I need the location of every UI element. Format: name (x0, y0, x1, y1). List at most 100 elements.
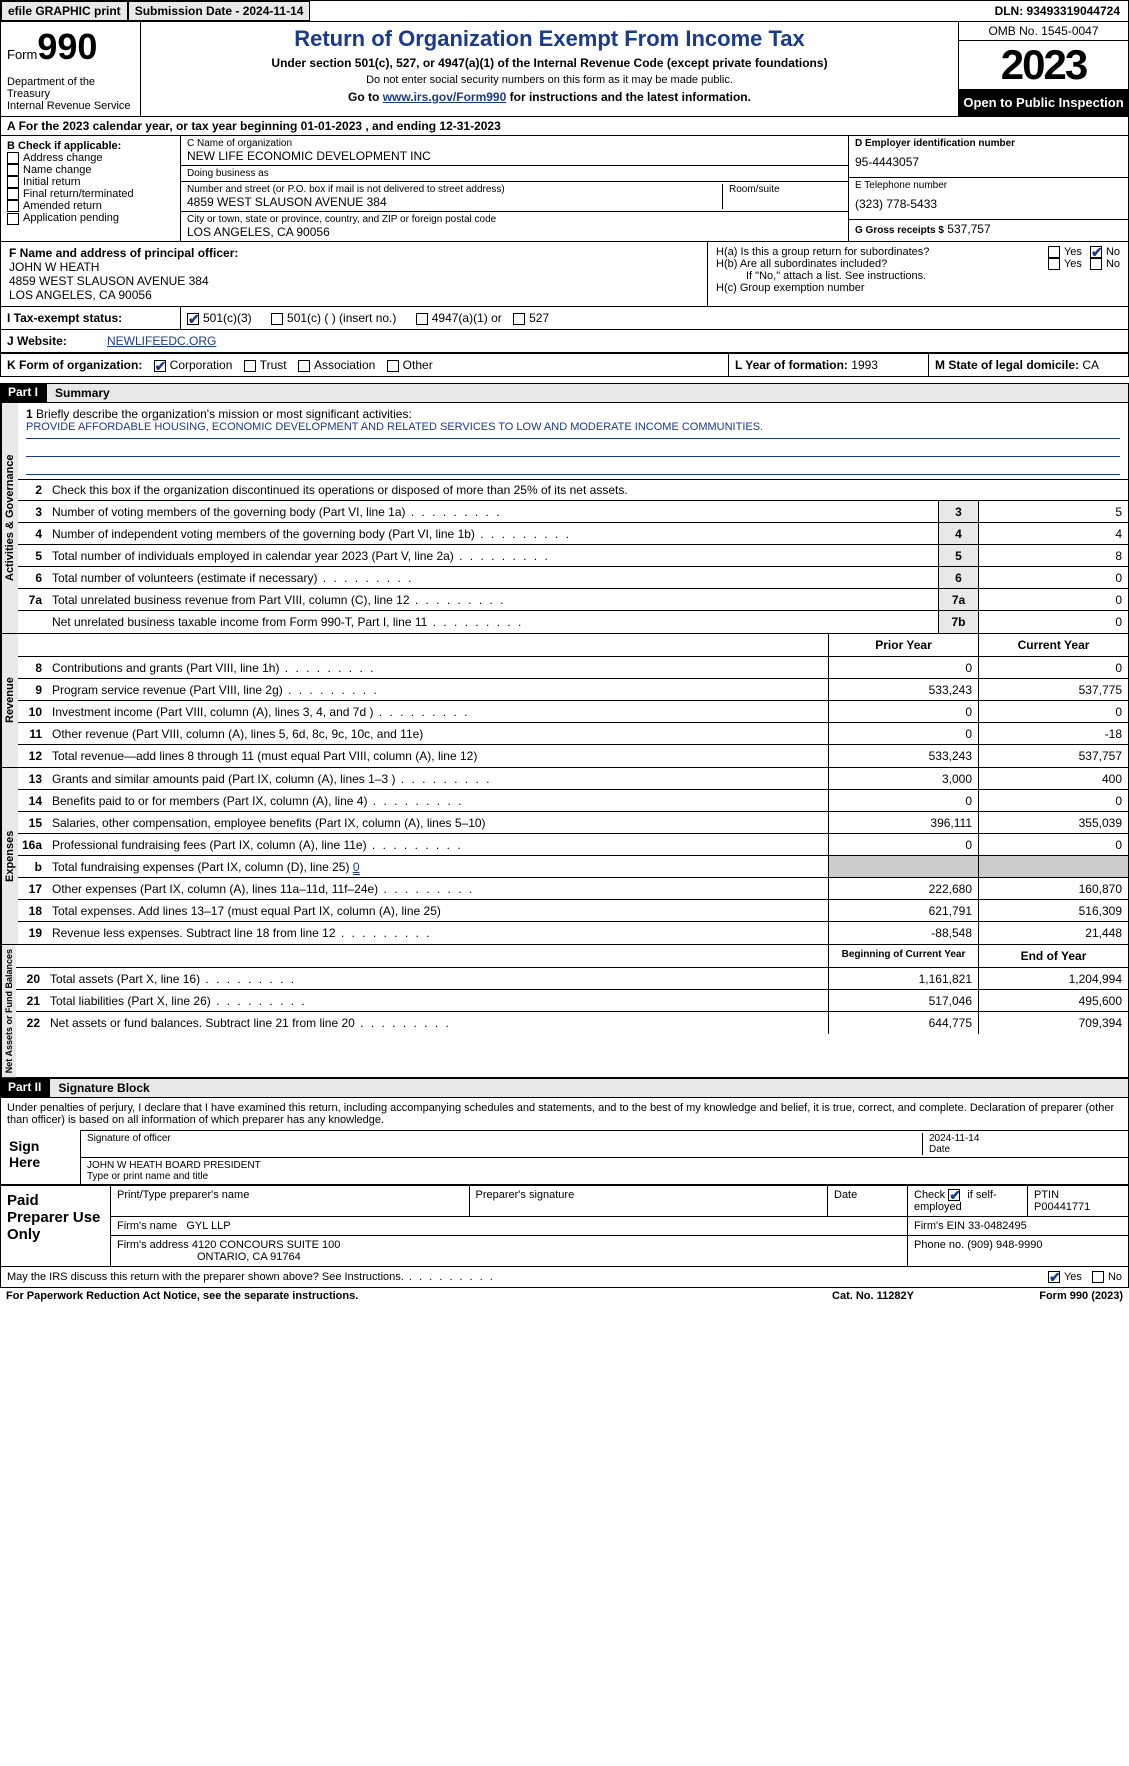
cb-amended[interactable] (7, 200, 19, 212)
line16a: Professional fundraising fees (Part IX, … (48, 836, 828, 854)
cb-527[interactable] (513, 313, 525, 325)
gross-value: 537,757 (947, 222, 990, 236)
part1-title: Summary (46, 383, 1129, 403)
part2-title: Signature Block (49, 1078, 1129, 1098)
grey16b2 (978, 856, 1128, 877)
topbar: efile GRAPHIC print Submission Date - 20… (0, 0, 1129, 22)
form-prefix: Form (7, 47, 37, 62)
form-number: 990 (37, 26, 97, 67)
expenses-section: Expenses 13Grants and similar amounts pa… (0, 768, 1129, 945)
cb-name-change[interactable] (7, 164, 19, 176)
p8: 0 (828, 657, 978, 678)
discuss-q: May the IRS discuss this return with the… (7, 1271, 1048, 1283)
hdr-beg: Beginning of Current Year (828, 945, 978, 967)
c10: 0 (978, 701, 1128, 722)
opt-501c3: 501(c)(3) (203, 311, 252, 325)
city-value: LOS ANGELES, CA 90056 (187, 225, 842, 239)
cb-trust[interactable] (244, 360, 256, 372)
hdr-curr: Current Year (978, 634, 1128, 656)
sig-name-label: Type or print name and title (87, 1171, 208, 1182)
line2: Check this box if the organization disco… (48, 481, 1128, 499)
hb-label: H(b) Are all subordinates included? (716, 258, 1048, 270)
cb-other[interactable] (387, 360, 399, 372)
hb-yes-label: Yes (1064, 258, 1082, 270)
cb-self-emp[interactable] (948, 1189, 960, 1201)
cb-corp[interactable] (154, 360, 166, 372)
line10: Investment income (Part VIII, column (A)… (48, 703, 828, 721)
tax-status-label: I Tax-exempt status: (1, 307, 181, 329)
val7b: 0 (978, 611, 1128, 633)
p16a: 0 (828, 834, 978, 855)
hdr-prior: Prior Year (828, 634, 978, 656)
hb-no[interactable] (1090, 258, 1102, 270)
line19: Revenue less expenses. Subtract line 18 … (48, 924, 828, 942)
line17: Other expenses (Part IX, column (A), lin… (48, 880, 828, 898)
val5: 8 (978, 545, 1128, 566)
prep-sig-hdr: Preparer's signature (470, 1186, 829, 1216)
hb-yes[interactable] (1048, 258, 1060, 270)
ha-no-label: No (1106, 246, 1120, 258)
opt-trust: Trust (260, 358, 287, 372)
discuss-yes[interactable] (1048, 1271, 1060, 1283)
phone-value: (323) 778-5433 (855, 191, 1122, 217)
discuss-row: May the IRS discuss this return with the… (0, 1267, 1129, 1288)
omb-number: OMB No. 1545-0047 (959, 22, 1128, 41)
cb-address-change[interactable] (7, 152, 19, 164)
ha-yes[interactable] (1048, 246, 1060, 258)
city-label: City or town, state or province, country… (187, 214, 842, 225)
p13: 3,000 (828, 768, 978, 789)
cb-initial-return[interactable] (7, 176, 19, 188)
officer-addr1: 4859 WEST SLAUSON AVENUE 384 (9, 274, 699, 288)
line20: Total assets (Part X, line 16) (46, 970, 828, 988)
website-link[interactable]: NEWLIFEEDC.ORG (107, 334, 216, 348)
p18: 621,791 (828, 900, 978, 921)
line22: Net assets or fund balances. Subtract li… (46, 1014, 828, 1032)
opt-4947: 4947(a)(1) or (432, 311, 502, 325)
c18: 516,309 (978, 900, 1128, 921)
officer-name: JOHN W HEATH (9, 260, 699, 274)
cb-assoc[interactable] (298, 360, 310, 372)
prep-check-pre: Check (914, 1189, 945, 1201)
goto-link-row: Go to www.irs.gov/Form990 for instructio… (149, 90, 950, 104)
paid-preparer-block: Paid Preparer Use Only Print/Type prepar… (0, 1185, 1129, 1267)
officer-label: F Name and address of principal officer: (9, 246, 699, 260)
line5: Total number of individuals employed in … (48, 547, 938, 565)
submission-date: Submission Date - 2024-11-14 (128, 1, 311, 21)
cb-501c3[interactable] (187, 313, 199, 325)
ha-label: H(a) Is this a group return for subordin… (716, 246, 1048, 258)
grey16b1 (828, 856, 978, 877)
c11: -18 (978, 723, 1128, 744)
opt-527: 527 (529, 311, 549, 325)
hdr-end: End of Year (978, 945, 1128, 967)
form-note: Do not enter social security numbers on … (149, 74, 950, 86)
discuss-no[interactable] (1092, 1271, 1104, 1283)
addr-value: 4859 WEST SLAUSON AVENUE 384 (187, 195, 722, 209)
cb-4947[interactable] (416, 313, 428, 325)
p14: 0 (828, 790, 978, 811)
p15: 396,111 (828, 812, 978, 833)
dln: DLN: 93493319044724 (987, 2, 1128, 20)
prep-name-hdr: Print/Type preparer's name (111, 1186, 470, 1216)
net-section: Net Assets or Fund Balances Beginning of… (0, 945, 1129, 1078)
ha-no[interactable] (1090, 246, 1102, 258)
line14: Benefits paid to or for members (Part IX… (48, 792, 828, 810)
cb-501c[interactable] (271, 313, 283, 325)
paid-prep-label: Paid Preparer Use Only (1, 1186, 111, 1266)
line8: Contributions and grants (Part VIII, lin… (48, 659, 828, 677)
efile-print-button[interactable]: efile GRAPHIC print (1, 1, 128, 21)
cb-app-pending[interactable] (7, 213, 19, 225)
line11: Other revenue (Part VIII, column (A), li… (48, 725, 828, 743)
mission-blank1 (26, 439, 1120, 457)
open-to-public: Open to Public Inspection (959, 89, 1128, 116)
mission-blank2 (26, 457, 1120, 475)
year-form-label: L Year of formation: (735, 358, 848, 372)
cb-final-return[interactable] (7, 188, 19, 200)
box-b-label: B Check if applicable: (7, 140, 174, 152)
line12: Total revenue—add lines 8 through 11 (mu… (48, 747, 828, 765)
line13: Grants and similar amounts paid (Part IX… (48, 770, 828, 788)
c17: 160,870 (978, 878, 1128, 899)
irs-link[interactable]: www.irs.gov/Form990 (383, 90, 507, 104)
opt-assoc: Association (314, 358, 375, 372)
pra-notice: For Paperwork Reduction Act Notice, see … (6, 1290, 773, 1302)
state-value: CA (1082, 358, 1099, 372)
